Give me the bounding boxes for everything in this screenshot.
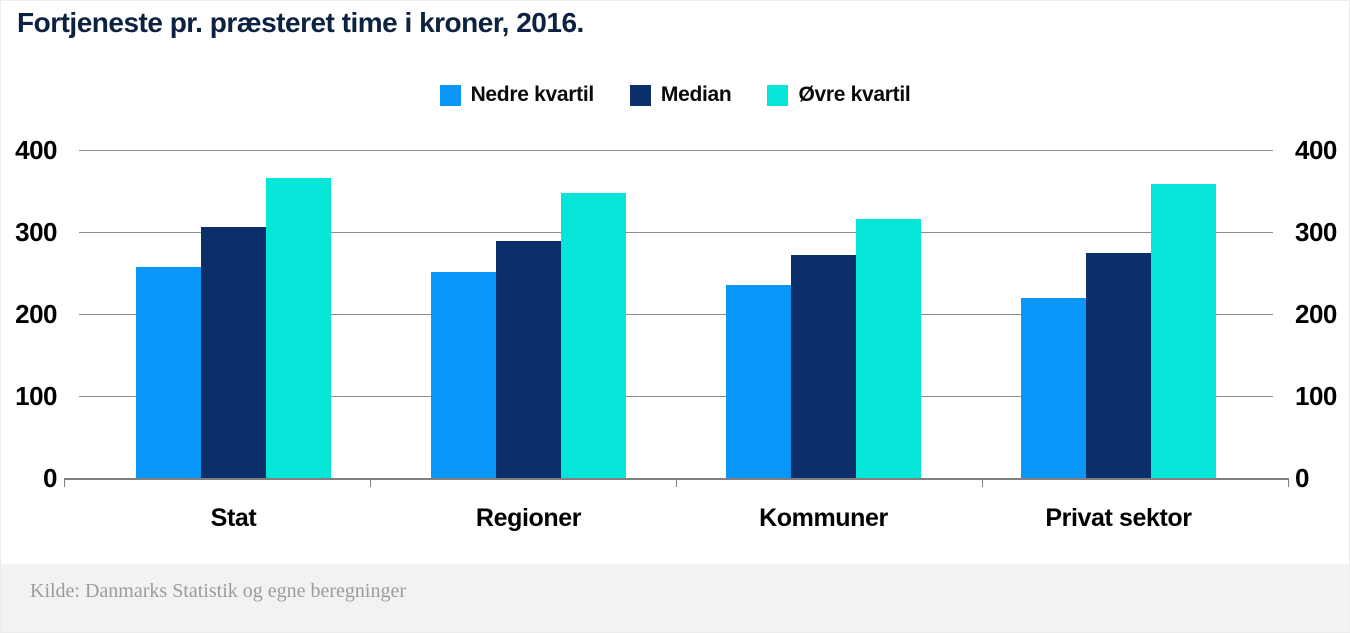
y-axis-label: 0: [1295, 463, 1309, 493]
source-footer: Kilde: Danmarks Statistik og egne beregn…: [1, 564, 1349, 632]
legend-swatch: [767, 84, 789, 106]
chart-legend: Nedre kvartil Median Øvre kvartil: [1, 83, 1349, 107]
axis-tick: [370, 478, 371, 487]
bar: [266, 177, 331, 478]
axis-tick: [64, 478, 65, 487]
y-axis-label: 100: [15, 381, 57, 411]
y-axis-label: 200: [15, 299, 57, 329]
bar: [561, 192, 626, 478]
gridline: [79, 150, 1273, 151]
legend-label: Nedre kvartil: [470, 83, 595, 106]
legend-item: Median: [629, 83, 732, 107]
y-axis-label: 200: [1295, 299, 1337, 329]
bar: [1021, 297, 1086, 478]
source-text: Kilde: Danmarks Statistik og egne beregn…: [30, 580, 407, 602]
legend-label: Median: [660, 83, 732, 106]
category-label: Kommuner: [759, 504, 888, 532]
category-label: Regioner: [475, 504, 582, 532]
bar: [201, 227, 266, 478]
legend-swatch: [629, 84, 651, 106]
gridline: [79, 396, 1273, 397]
gridline: [79, 314, 1273, 315]
bar: [791, 254, 856, 478]
y-axis-label: 300: [1295, 217, 1337, 247]
category-label: Privat sektor: [1045, 504, 1192, 532]
axis-tick: [1288, 478, 1289, 487]
legend-item: Nedre kvartil: [439, 83, 595, 107]
y-axis-label: 300: [15, 217, 57, 247]
y-axis-label: 100: [1295, 381, 1337, 411]
plot-area: [79, 150, 1273, 478]
y-axis-label: 400: [15, 135, 57, 165]
bar: [431, 272, 496, 478]
bar: [856, 218, 921, 478]
bar-group: [86, 150, 381, 478]
bar: [496, 241, 561, 478]
legend-label: Øvre kvartil: [798, 83, 911, 106]
bar-group: [381, 150, 676, 478]
legend-item: Øvre kvartil: [767, 83, 911, 107]
axis-tick: [982, 478, 983, 487]
category-label: Stat: [210, 504, 257, 532]
bar-group: [971, 150, 1266, 478]
bar: [1151, 183, 1216, 478]
bar: [1086, 253, 1151, 478]
y-axis-label: 400: [1295, 135, 1337, 165]
bar: [726, 285, 791, 478]
bar-group: [676, 150, 971, 478]
gridline: [79, 232, 1273, 233]
bar: [136, 267, 201, 478]
y-axis-label: 0: [43, 463, 57, 493]
legend-swatch: [439, 84, 461, 106]
chart-title: Fortjeneste pr. præsteret time i kroner,…: [17, 7, 584, 38]
axis-tick: [676, 478, 677, 487]
